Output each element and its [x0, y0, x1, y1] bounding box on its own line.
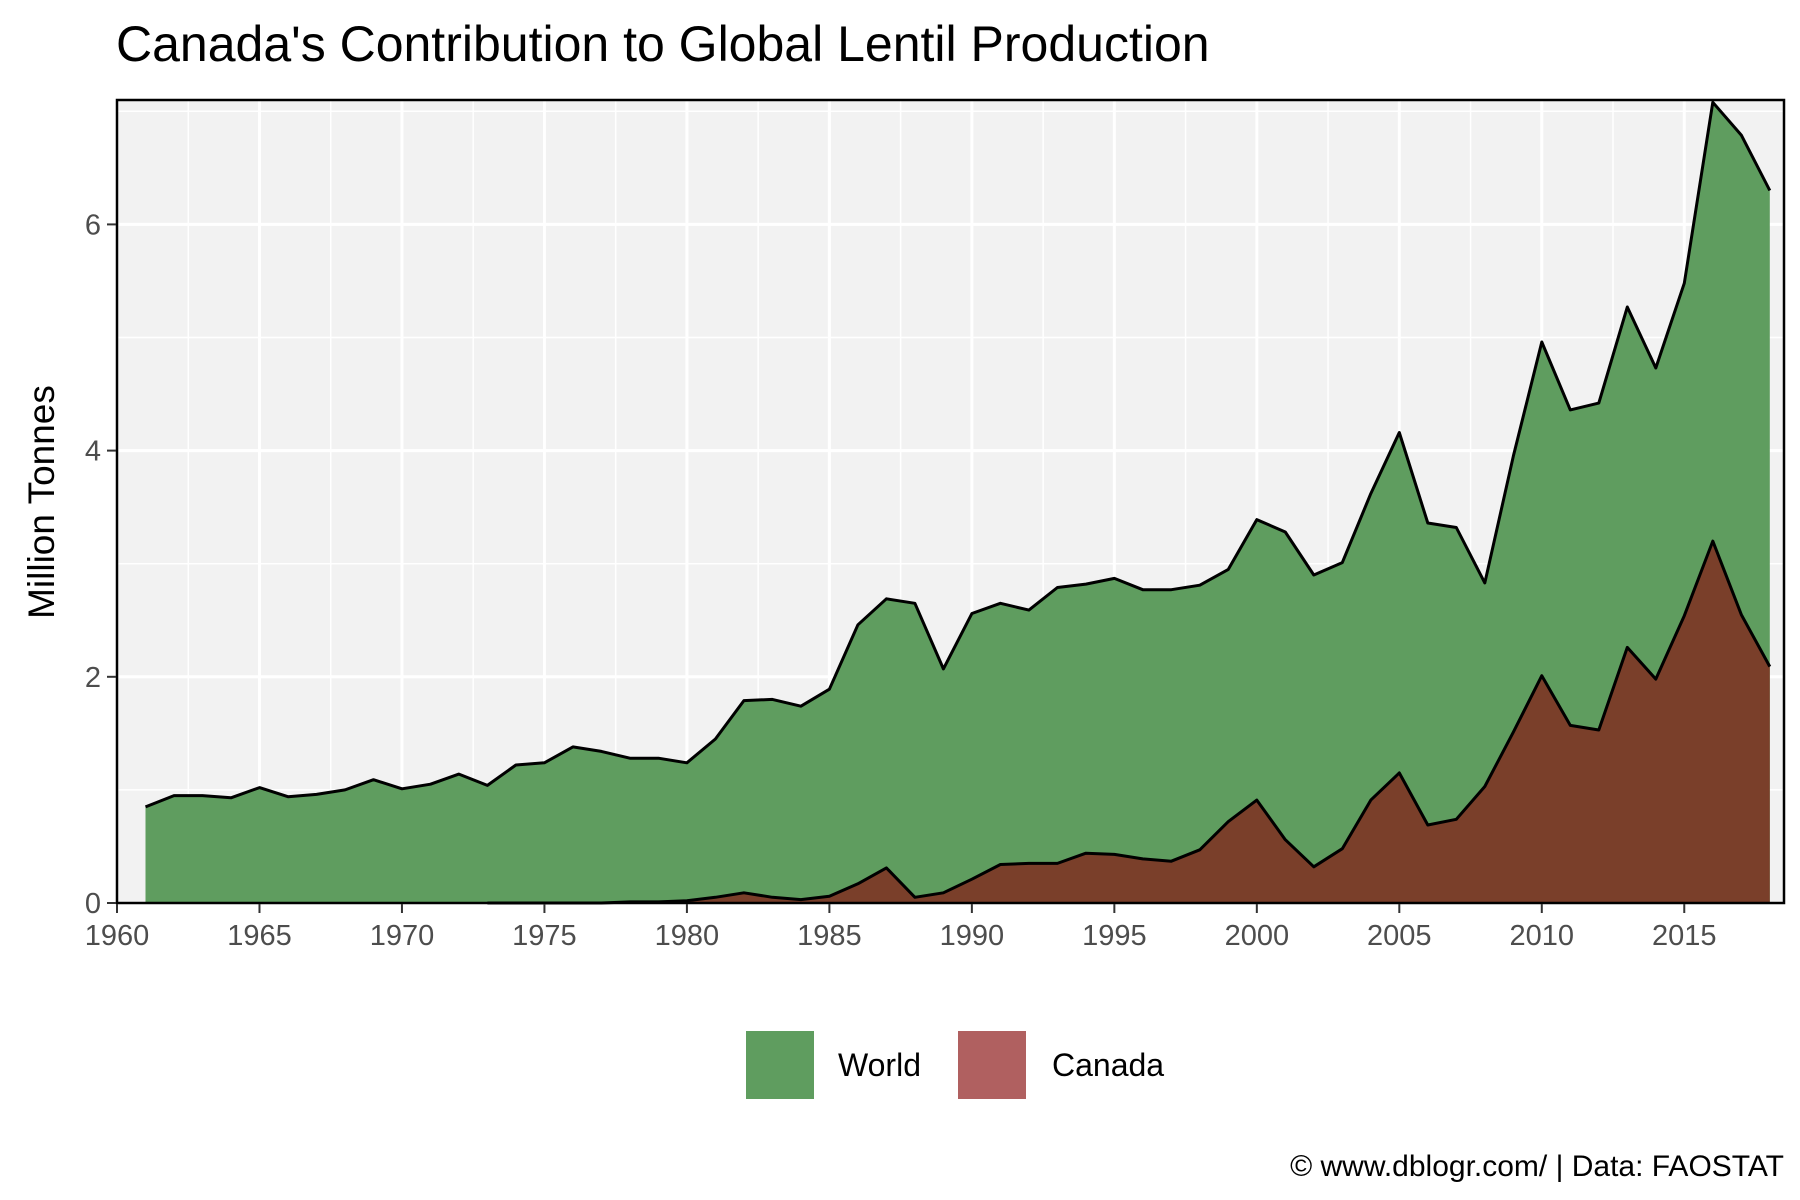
x-tick-label: 1960 — [85, 920, 150, 952]
legend-key-world — [744, 1029, 816, 1101]
y-axis: 0 2 4 6 — [85, 209, 116, 920]
caption: © www.dblogr.com/ | Data: FAOSTAT — [1290, 1150, 1784, 1183]
canada-line — [487, 539, 1772, 905]
y-tick-label: 4 — [85, 436, 101, 468]
x-tick-label: 2000 — [1225, 920, 1290, 952]
canada-area — [487, 541, 1770, 903]
x-tick-label: 2005 — [1367, 920, 1432, 952]
series-layer — [144, 100, 1772, 905]
x-tick-label: 1975 — [512, 920, 577, 952]
legend-key-canada — [956, 1029, 1028, 1101]
x-tick-label: 2010 — [1510, 920, 1575, 952]
legend-label-canada: Canada — [1052, 1047, 1164, 1083]
world-line — [144, 100, 1772, 809]
x-tick-label: 1980 — [655, 920, 720, 952]
x-tick-label: 1965 — [227, 920, 292, 952]
x-tick-label: 1985 — [797, 920, 862, 952]
plot-border — [115, 98, 1786, 905]
y-tick-label: 2 — [85, 662, 101, 694]
chart-title: Canada's Contribution to Global Lentil P… — [116, 16, 1210, 72]
x-tick-label: 2015 — [1652, 920, 1717, 952]
x-tick-label: 1995 — [1082, 920, 1147, 952]
y-tick-label: 6 — [85, 209, 101, 241]
world-area — [145, 102, 1770, 904]
y-tick-label: 0 — [85, 888, 101, 920]
legend: World Canada — [744, 1029, 1164, 1101]
x-axis: 1960 1965 1970 1975 1980 1985 1990 1995 2000 2005… — [85, 904, 1717, 952]
x-tick-label: 1970 — [370, 920, 435, 952]
legend-label-world: World — [838, 1047, 921, 1083]
x-tick-label: 1990 — [940, 920, 1005, 952]
y-axis-label: Million Tonnes — [21, 385, 62, 619]
